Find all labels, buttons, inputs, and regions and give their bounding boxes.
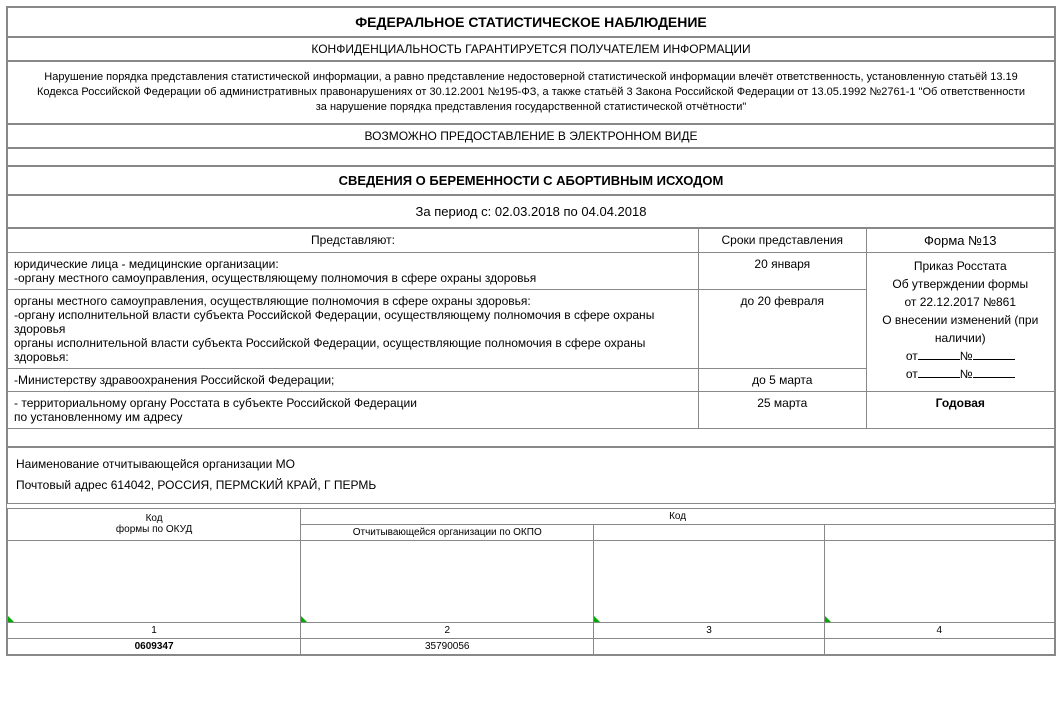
codes-num-2: 2 [301,622,594,638]
form-order-line-1: Приказ Росстата [914,259,1007,273]
deadline-row-2: до 20 февраля [699,289,867,368]
submit-row-2: органы местного самоуправления, осуществ… [8,289,699,368]
codes-val-1: 0609347 [8,638,301,654]
form-order-line-4: О внесении изменений (при наличии) [882,313,1038,345]
form-from-2: от [906,367,918,381]
codes-num-4: 4 [824,622,1054,638]
codes-num-3: 3 [594,622,824,638]
confidentiality-line: КОНФИДЕНЦИАЛЬНОСТЬ ГАРАНТИРУЕТСЯ ПОЛУЧАТ… [7,37,1055,61]
deadline-row-4: 25 марта [699,391,867,428]
col-header-submit: Представляют: [8,228,699,252]
codes-val-4 [824,638,1054,654]
form-order-line-3: от 22.12.2017 №861 [905,295,1017,309]
codes-col4-label [824,524,1054,540]
codes-cell-2 [301,540,594,622]
form-no-1: № [960,349,973,363]
codes-col3-label [594,524,824,540]
deadline-row-1: 20 января [699,252,867,289]
form-order-line-2: Об утверждении формы [892,277,1028,291]
codes-cell-4 [824,540,1054,622]
report-title: СВЕДЕНИЯ О БЕРЕМЕННОСТИ С АБОРТИВНЫМ ИСХ… [7,166,1055,195]
codes-cell-3 [594,540,824,622]
codes-table: Код формы по ОКУД Код Отчитывающейся орг… [7,508,1055,655]
deadline-row-3: до 5 марта [699,368,867,391]
report-period: За период с: 02.03.2018 по 04.04.2018 [7,195,1055,228]
form-order-block: Приказ Росстата Об утверждении формы от … [866,252,1054,391]
form-number-title: Форма №13 [866,228,1054,252]
submit-row-3: -Министерству здравоохранения Российской… [8,368,699,391]
main-title: ФЕДЕРАЛЬНОЕ СТАТИСТИЧЕСКОЕ НАБЛЮДЕНИЕ [7,7,1055,37]
blank-spacer [7,148,1055,166]
blank-spacer-2 [7,429,1055,447]
organization-block: Наименование отчитывающейся организации … [7,447,1055,504]
codes-col2-label: Отчитывающейся организации по ОКПО [301,524,594,540]
codes-val-2: 35790056 [301,638,594,654]
codes-col1-label: Код формы по ОКУД [8,508,301,540]
form-from-1: от [906,349,918,363]
annual-label: Годовая [866,391,1054,428]
legal-notice: Нарушение порядка представления статисти… [7,61,1055,124]
submit-row-1: юридические лица - медицинские организац… [8,252,699,289]
codes-group-label: Код [301,508,1055,524]
codes-cell-1 [8,540,301,622]
organization-name: Наименование отчитывающейся организации … [16,454,1046,476]
submit-row-4: - территориальному органу Росстата в суб… [8,391,699,428]
electronic-notice: ВОЗМОЖНО ПРЕДОСТАВЛЕНИЕ В ЭЛЕКТРОННОМ ВИ… [7,124,1055,148]
codes-num-1: 1 [8,622,301,638]
form-no-2: № [960,367,973,381]
document-frame: ФЕДЕРАЛЬНОЕ СТАТИСТИЧЕСКОЕ НАБЛЮДЕНИЕ КО… [6,6,1056,656]
submission-table: Представляют: Сроки представления Форма … [7,228,1055,429]
organization-address: Почтовый адрес 614042, РОССИЯ, ПЕРМСКИЙ … [16,475,1046,497]
codes-val-3 [594,638,824,654]
col-header-deadline: Сроки представления [699,228,867,252]
